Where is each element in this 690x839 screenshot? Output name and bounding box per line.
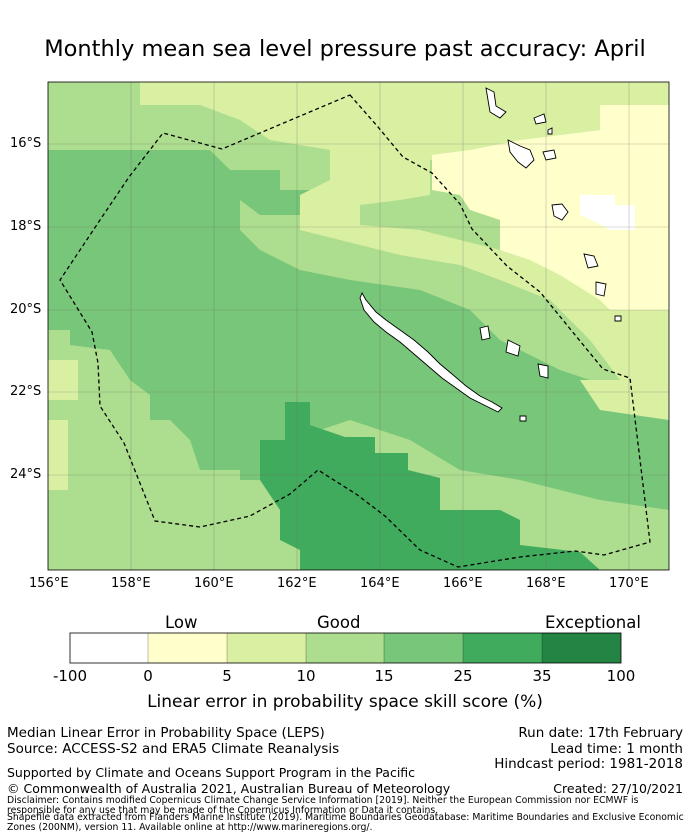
colorbar-tick: 15 xyxy=(374,667,394,685)
island-loyalty-1 xyxy=(505,339,521,357)
island-new-caledonia xyxy=(359,291,503,413)
colorbar-tick: -100 xyxy=(52,667,88,685)
gridlines xyxy=(48,82,669,570)
lon-label: 162°E xyxy=(277,576,317,591)
island-vanuatu-4 xyxy=(542,149,557,161)
colorbar-swatch-1 xyxy=(148,633,227,663)
lat-label: 20°S xyxy=(10,302,42,317)
lat-label: 22°S xyxy=(10,384,42,399)
island-small-3 xyxy=(519,415,527,422)
island-vanuatu-6 xyxy=(583,253,599,269)
created-date: Created: 27/10/2021 xyxy=(553,781,683,796)
island-loyalty-3 xyxy=(537,363,549,379)
lat-label: 24°S xyxy=(10,467,42,482)
skill-region-low xyxy=(432,105,669,310)
skill-region-central-good xyxy=(48,150,669,510)
skill-region-west-moderate xyxy=(48,360,78,400)
run-date: Run date: 17th February xyxy=(518,725,683,741)
colorbar-swatch-2 xyxy=(227,633,306,663)
colorbar-tick: 25 xyxy=(453,667,473,685)
colorbar-swatch-4 xyxy=(384,633,463,663)
island-loyalty-2 xyxy=(479,325,491,341)
island-vanuatu-2 xyxy=(533,113,547,125)
island-vanuatu-3 xyxy=(507,139,535,169)
lon-label: 164°E xyxy=(360,576,400,591)
colorbar-title: Linear error in probability space skill … xyxy=(147,692,543,712)
skill-region-north-moderate xyxy=(140,82,669,380)
islands xyxy=(359,87,622,422)
colorbar xyxy=(69,632,622,664)
colorbar-swatch-0 xyxy=(70,633,148,663)
lon-label: 166°E xyxy=(443,576,483,591)
colorbar-swatch-5 xyxy=(463,633,542,663)
colorbar-tick: 35 xyxy=(532,667,552,685)
method-text: Median Linear Error in Probability Space… xyxy=(7,725,325,741)
colorbar-tick: 0 xyxy=(143,667,153,685)
hindcast-period: Hindcast period: 1981-2018 xyxy=(494,756,683,772)
skill-region-west-moderate-2 xyxy=(48,420,68,490)
lon-label: 160°E xyxy=(194,576,234,591)
colorbar-tick: 5 xyxy=(222,667,232,685)
disclaimer-line: Zones (200NM), version 11. Available onl… xyxy=(7,822,373,833)
source-text: Source: ACCESS-S2 and ERA5 Climate Reana… xyxy=(7,741,340,757)
skill-region-very-good xyxy=(260,402,600,570)
map-title: Monthly mean sea level pressure past acc… xyxy=(44,36,646,62)
colorbar-category-exceptional: Exceptional xyxy=(545,613,641,632)
skill-region-east-moderate xyxy=(580,380,669,420)
colorbar-tick: 100 xyxy=(606,667,636,685)
island-vanuatu-5 xyxy=(551,203,569,221)
island-vanuatu-7 xyxy=(595,281,607,297)
map-frame xyxy=(47,81,670,571)
lead-time: Lead time: 1 month xyxy=(550,741,683,757)
island-small-1 xyxy=(547,127,553,135)
lon-label: 170°E xyxy=(609,576,649,591)
skill-region-north-good xyxy=(150,150,330,215)
island-vanuatu-1 xyxy=(485,87,507,119)
copyright-text: © Commonwealth of Australia 2021, Austra… xyxy=(7,781,451,796)
lon-label: 168°E xyxy=(526,576,566,591)
support-text: Supported by Climate and Oceans Support … xyxy=(7,765,416,780)
lat-label: 16°S xyxy=(10,136,42,151)
skill-region-none xyxy=(580,195,635,230)
colorbar-tick: 10 xyxy=(296,667,316,685)
colorbar-category-good: Good xyxy=(317,613,361,632)
skill-field xyxy=(48,82,669,570)
disclaimer-line: Shapefile data extracted from Flanders M… xyxy=(7,812,684,823)
disclaimer-line: Disclaimer: Contains modified Copernicus… xyxy=(7,795,639,806)
colorbar-category-low: Low xyxy=(165,613,198,632)
lon-label: 158°E xyxy=(111,576,151,591)
lat-label: 18°S xyxy=(10,219,42,234)
disclaimer-line: responsible for any use that may be made… xyxy=(7,805,439,816)
colorbar-swatch-3 xyxy=(306,633,384,663)
colorbar-swatch-6 xyxy=(542,633,621,663)
lon-label: 156°E xyxy=(29,576,69,591)
island-small-2 xyxy=(614,315,622,322)
